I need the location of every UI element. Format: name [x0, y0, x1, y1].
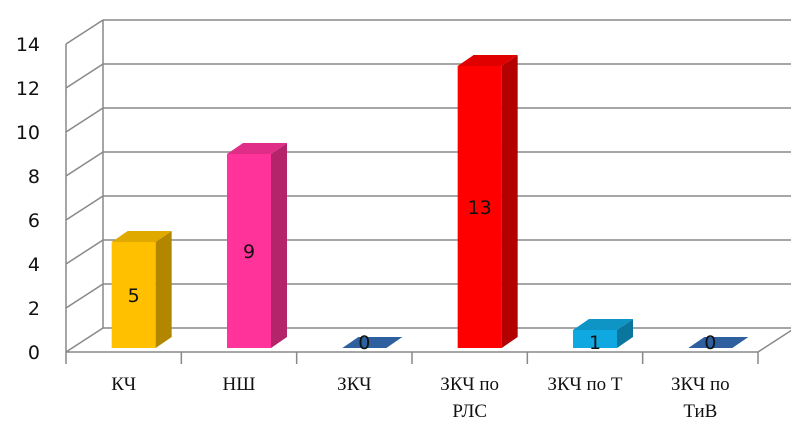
bar-side	[617, 319, 633, 348]
bar-front	[111, 242, 156, 348]
y-tick-label: 12	[16, 78, 40, 100]
data-label: 5	[128, 285, 140, 307]
x-tick-label: ЗКЧ по РЛС	[440, 374, 499, 422]
data-label: 1	[589, 332, 601, 354]
y-tick-label: 2	[28, 298, 40, 320]
y-tick-label: 8	[28, 166, 40, 188]
bar-side	[271, 143, 287, 348]
bar-front	[573, 330, 617, 348]
y-tick-label: 0	[28, 342, 40, 364]
y-tick-label: 6	[28, 210, 40, 232]
data-label: 0	[704, 332, 716, 354]
bar-top	[573, 319, 633, 330]
data-label: 0	[358, 332, 370, 354]
bar-top	[111, 231, 172, 242]
x-tick-label: ЗКЧ по ТиВ	[671, 374, 730, 422]
bar-top	[227, 143, 287, 154]
bar-front	[227, 154, 271, 348]
floor-right-edge	[757, 329, 791, 353]
gridline-depth	[65, 19, 104, 45]
bar-side	[501, 55, 518, 348]
x-tick-label: ЗКЧ	[337, 374, 371, 395]
gridline-depth	[65, 283, 104, 309]
bar-side	[155, 231, 172, 348]
data-label: 9	[243, 241, 255, 263]
x-tick-label: ЗКЧ по Т	[547, 374, 622, 395]
gridline-depth	[65, 239, 104, 265]
gridline-depth	[65, 195, 104, 221]
gridline-depth	[65, 63, 104, 89]
x-tick-label: КЧ	[111, 374, 136, 395]
bar-top	[457, 55, 518, 66]
gridline-depth	[65, 107, 104, 133]
bar-top	[688, 337, 749, 348]
x-tick-label: НШ	[223, 374, 256, 395]
bar-front	[457, 66, 502, 348]
data-label: 13	[468, 197, 492, 219]
y-tick-label: 10	[16, 122, 40, 144]
gridline-depth	[65, 327, 104, 353]
y-tick-label: 14	[16, 34, 40, 56]
bar-top	[342, 337, 403, 348]
y-tick-label: 4	[28, 254, 40, 276]
gridline-depth	[65, 151, 104, 177]
